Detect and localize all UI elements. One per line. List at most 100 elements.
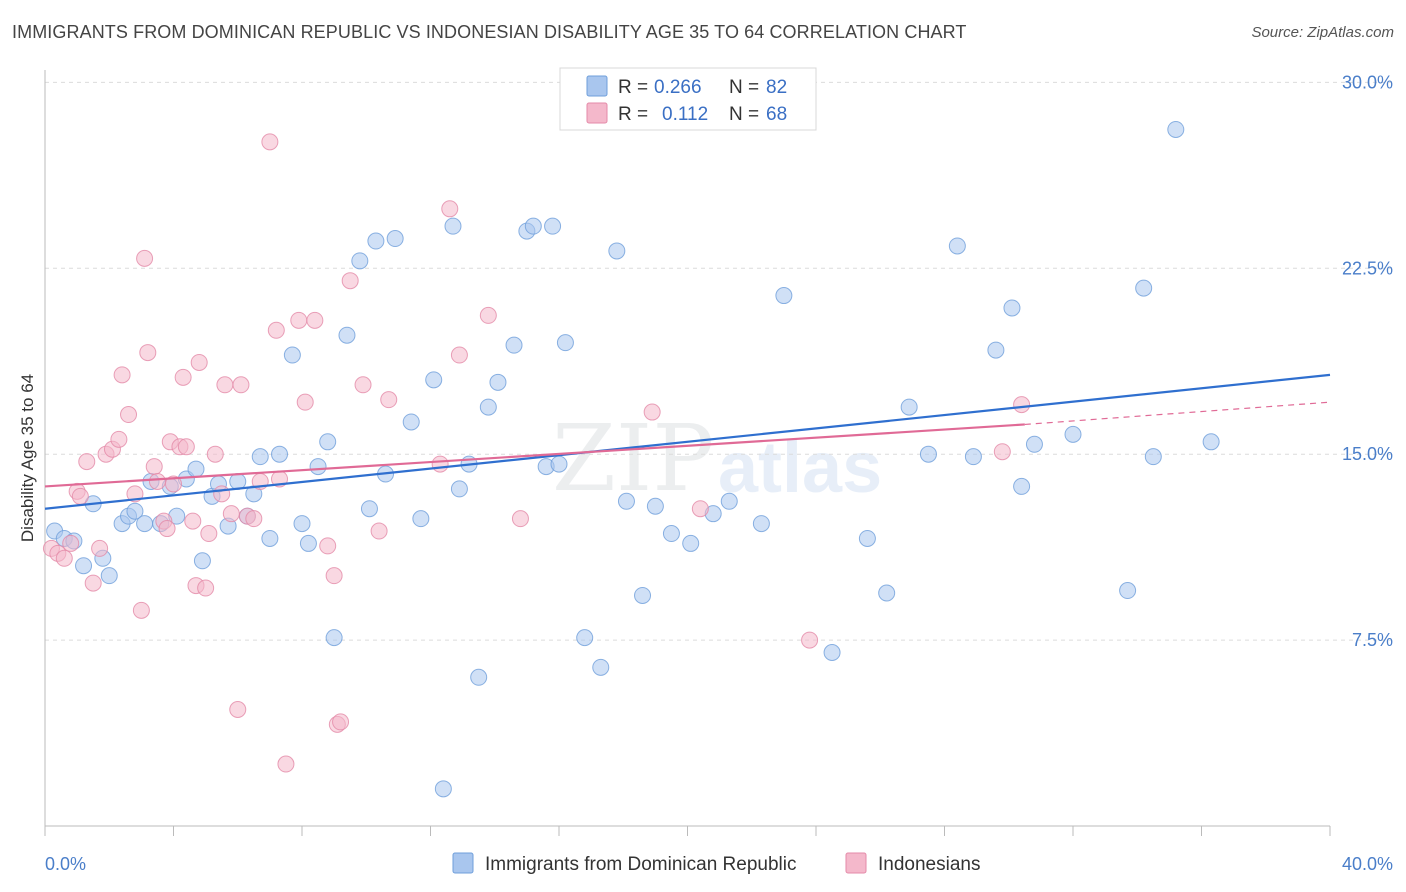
point-dominican <box>75 557 93 575</box>
point-indonesian <box>216 376 234 394</box>
legend-n-label-1: N = <box>729 77 759 98</box>
legend-r-value-1: 0.266 <box>654 77 702 98</box>
point-dominican <box>617 492 635 510</box>
point-indonesian <box>213 485 231 503</box>
point-dominican <box>878 584 896 602</box>
trend-lines <box>44 373 1331 510</box>
series-legend: Immigrants from Dominican Republic Indon… <box>452 852 980 875</box>
point-dominican <box>544 217 562 235</box>
point-dominican <box>251 448 269 466</box>
point-dominican <box>386 230 404 248</box>
legend-n-value-2: 68 <box>766 104 787 125</box>
point-indonesian <box>132 601 150 619</box>
legend-n-label-2: N = <box>729 104 759 125</box>
watermark-atlas: atlas <box>718 428 882 508</box>
point-indonesian <box>136 249 154 267</box>
point-indonesian <box>148 472 166 490</box>
point-dominican <box>1167 120 1185 138</box>
point-indonesian <box>158 520 176 538</box>
point-dominican <box>271 445 289 463</box>
y-tick-label: 7.5% <box>1352 630 1393 650</box>
point-dominican <box>293 515 311 533</box>
point-indonesian <box>200 525 218 543</box>
point-dominican <box>900 398 918 416</box>
point-indonesian <box>78 453 96 471</box>
point-indonesian <box>71 487 89 505</box>
point-dominican <box>402 413 420 431</box>
trend-line-dominican <box>44 373 1331 510</box>
point-indonesian <box>319 537 337 555</box>
point-dominican <box>720 492 738 510</box>
y-axis-label: Disability Age 35 to 64 <box>18 374 37 542</box>
series-legend-swatch-indonesian <box>845 852 867 874</box>
point-dominican <box>1003 299 1021 317</box>
series-legend-swatch-dominican <box>452 852 474 874</box>
legend-r-label-1: R = <box>618 77 648 98</box>
point-dominican <box>100 567 118 585</box>
point-dominican <box>1144 448 1162 466</box>
point-indonesian <box>245 510 263 528</box>
point-dominican <box>261 529 279 547</box>
point-indonesian <box>206 445 224 463</box>
point-dominican <box>489 373 507 391</box>
series-legend-label-dominican: Immigrants from Dominican Republic <box>485 854 797 875</box>
point-indonesian <box>354 376 372 394</box>
point-dominican <box>309 458 327 476</box>
point-indonesian <box>110 430 128 448</box>
point-dominican <box>682 534 700 552</box>
point-dominican <box>556 334 574 352</box>
point-dominican <box>1119 582 1137 600</box>
point-dominican <box>524 217 542 235</box>
axes <box>44 70 1331 836</box>
y-tick-label: 15.0% <box>1342 444 1393 464</box>
point-indonesian <box>511 510 529 528</box>
point-indonesian <box>691 500 709 518</box>
point-dominican <box>338 326 356 344</box>
trend-line-indonesian <box>44 423 1025 488</box>
point-dominican <box>136 515 154 533</box>
point-dominican <box>319 433 337 451</box>
point-indonesian <box>441 200 459 218</box>
point-dominican <box>752 515 770 533</box>
point-dominican <box>919 445 937 463</box>
point-indonesian <box>55 549 73 567</box>
point-indonesian <box>222 505 240 523</box>
point-dominican <box>126 502 144 520</box>
point-indonesian <box>993 443 1011 461</box>
point-indonesian <box>174 368 192 386</box>
y-tick-label: 30.0% <box>1342 72 1393 92</box>
point-dominican <box>412 510 430 528</box>
point-dominican <box>948 237 966 255</box>
point-indonesian <box>177 438 195 456</box>
point-dominican <box>283 346 301 364</box>
point-indonesian <box>232 376 250 394</box>
point-dominican <box>662 525 680 543</box>
point-dominican <box>299 534 317 552</box>
point-indonesian <box>290 311 308 329</box>
point-dominican <box>550 455 568 473</box>
point-dominican <box>964 448 982 466</box>
point-indonesian <box>431 455 449 473</box>
legend-r-value-2: 0.112 <box>662 104 708 125</box>
point-dominican <box>325 629 343 647</box>
point-indonesian <box>370 522 388 540</box>
point-indonesian <box>190 353 208 371</box>
point-indonesian <box>643 403 661 421</box>
point-indonesian <box>267 321 285 339</box>
legend-swatch-dominican <box>586 75 608 97</box>
legend-swatch-indonesian <box>586 102 608 124</box>
stats-legend: R = 0.266 N = 82 R = 0.112 N = 68 <box>559 67 817 131</box>
point-dominican <box>1064 425 1082 443</box>
point-dominican <box>444 217 462 235</box>
point-dominican <box>576 629 594 647</box>
point-dominican <box>1013 477 1031 495</box>
trend-line-indonesian-extension <box>1024 401 1331 426</box>
watermark: ZIP atlas <box>552 405 882 512</box>
point-dominican <box>187 460 205 478</box>
point-dominican <box>425 371 443 389</box>
point-indonesian <box>62 534 80 552</box>
point-indonesian <box>261 133 279 151</box>
point-dominican <box>351 252 369 270</box>
point-indonesian <box>184 512 202 530</box>
